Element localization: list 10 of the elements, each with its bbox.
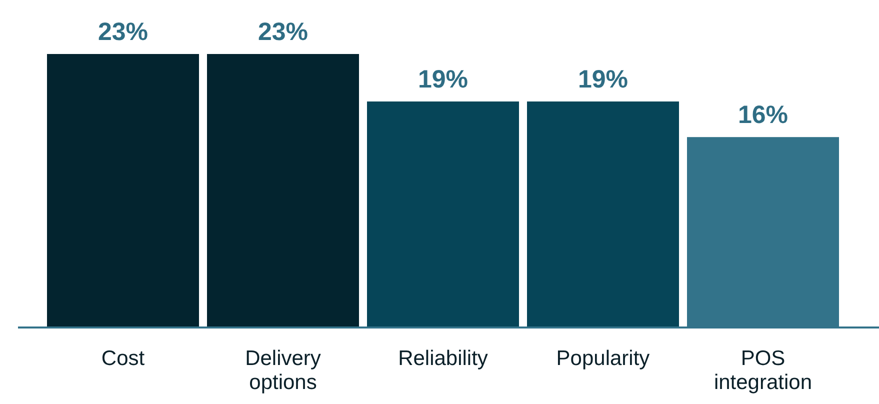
x-tick-label: Popularity <box>556 347 650 370</box>
data-label: 16% <box>738 101 788 130</box>
x-tick-label: POS integration <box>714 347 812 394</box>
x-tick-label: Cost <box>101 347 145 370</box>
data-label: 19% <box>578 65 628 94</box>
x-tick-label: Delivery options <box>245 347 322 394</box>
x-tick-label: Reliability <box>398 347 488 370</box>
data-label: 23% <box>258 18 308 46</box>
data-label: 19% <box>418 65 468 94</box>
data-label: 23% <box>98 18 148 46</box>
